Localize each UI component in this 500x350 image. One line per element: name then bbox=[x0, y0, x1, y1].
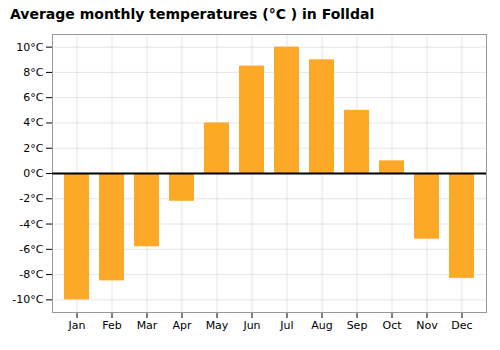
svg-text:Aug: Aug bbox=[311, 319, 332, 332]
svg-text:Oct: Oct bbox=[382, 319, 402, 332]
svg-text:Dec: Dec bbox=[451, 319, 472, 332]
svg-text:-2°C: -2°C bbox=[19, 192, 43, 205]
svg-text:Nov: Nov bbox=[416, 319, 438, 332]
svg-text:0°C: 0°C bbox=[23, 167, 43, 180]
svg-text:-4°C: -4°C bbox=[19, 218, 43, 231]
svg-text:Jan: Jan bbox=[68, 319, 86, 332]
svg-text:4°C: 4°C bbox=[23, 116, 43, 129]
svg-text:8°C: 8°C bbox=[23, 66, 43, 79]
svg-text:-6°C: -6°C bbox=[19, 243, 43, 256]
svg-text:6°C: 6°C bbox=[23, 91, 43, 104]
svg-text:Apr: Apr bbox=[172, 319, 192, 332]
svg-text:Feb: Feb bbox=[102, 319, 121, 332]
svg-text:-10°C: -10°C bbox=[12, 293, 43, 306]
html-text:Average monthly temperatures (: Average monthly temperatures (°C ) in Fo… bbox=[10, 6, 375, 22]
svg-text:Jul: Jul bbox=[279, 319, 293, 332]
svg-text:Mar: Mar bbox=[137, 319, 158, 332]
svg-text:Jun: Jun bbox=[242, 319, 260, 332]
svg-text:-8°C: -8°C bbox=[19, 268, 43, 281]
svg-text:Sep: Sep bbox=[347, 319, 368, 332]
svg-text:May: May bbox=[206, 319, 229, 332]
svg-text:10°C: 10°C bbox=[16, 41, 43, 54]
svg-text:2°C: 2°C bbox=[23, 142, 43, 155]
